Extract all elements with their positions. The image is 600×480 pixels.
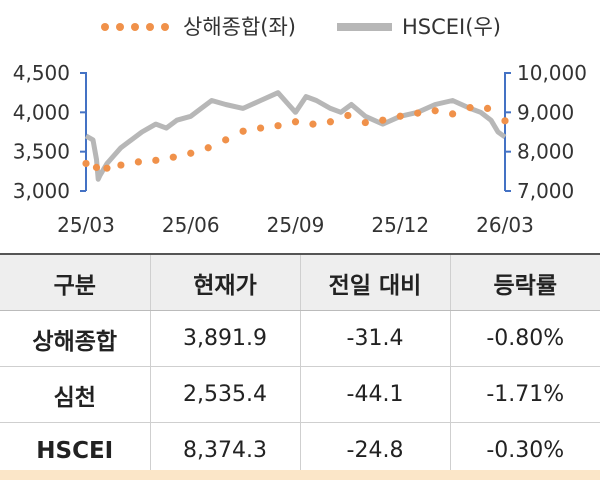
header-category: 구분 [0,253,150,311]
row-price: 2,535.4 [149,366,300,423]
data-point-shanghai [466,104,474,112]
data-point-shanghai [291,118,300,126]
x-tick-label: 25/12 [371,213,429,237]
table-row: 심천 2,535.4 -44.1 -1.71% [0,366,600,423]
row-change-rate: -0.80% [449,310,600,367]
data-point-shanghai [187,149,195,157]
left-tick-label: 4,000 [13,100,70,124]
row-change: -44.1 [299,366,450,423]
row-change-rate: -0.30% [449,422,600,479]
data-point-shanghai [379,116,387,124]
left-axis-ticks: 3,000 3,500 4,000 4,500 [13,61,86,203]
row-price: 3,891.9 [149,310,300,367]
data-point-shanghai [256,124,265,132]
data-point-shanghai [309,120,317,128]
left-tick-label: 3,000 [13,179,70,203]
row-change-rate: -1.71% [449,366,600,423]
data-point-shanghai [169,153,177,161]
header-change: 전일 대비 [299,253,450,311]
data-point-shanghai [92,163,101,171]
legend-dot [161,23,169,31]
row-change: -24.8 [299,422,450,479]
table-row: HSCEI 8,374.3 -24.8 -0.30% [0,422,600,479]
series-line-hscei [84,90,507,182]
table-row: 상해종합 3,891.9 -31.4 -0.80% [0,310,600,367]
data-point-shanghai [274,122,282,130]
data-point-shanghai [82,159,90,168]
data-point-shanghai [361,118,369,127]
data-point-shanghai [204,144,212,152]
right-tick-label: 10,000 [517,61,587,85]
right-tick-label: 8,000 [517,140,574,164]
x-tick-label: 26/03 [476,213,534,237]
data-point-shanghai [326,118,335,126]
data-point-shanghai [414,109,422,117]
x-axis-ticks: 25/03 25/06 25/09 25/12 26/03 [57,213,534,237]
dual-axis-line-chart: 상해종합(좌) HSCEI(우) 3,000 3,500 4,000 4,500 7,… [13,15,587,237]
series-hscei [84,90,507,182]
data-point-shanghai [431,107,439,115]
row-price: 8,374.3 [149,422,300,479]
data-point-shanghai [344,111,352,120]
footer-strip [0,470,600,480]
data-point-shanghai [152,156,160,164]
right-axis-ticks: 7,000 8,000 9,000 10,000 [505,61,587,203]
row-name: 심천 [0,366,150,423]
legend-label-series2: HSCEI(우) [402,15,501,39]
series-shanghai [82,104,509,172]
data-point-shanghai [501,117,509,125]
table-header-row: 구분 현재가 전일 대비 등락률 [0,253,600,311]
legend-marker-series1 [101,23,169,31]
x-tick-label: 25/06 [162,213,220,237]
legend-dot [131,23,139,31]
data-point-shanghai [483,104,492,112]
header-change-rate: 등락률 [449,253,600,311]
legend-dot [116,23,124,31]
right-tick-label: 9,000 [517,100,574,124]
row-name: HSCEI [0,422,150,479]
data-point-shanghai [103,164,111,172]
legend-dot [146,23,154,31]
index-table: 구분 현재가 전일 대비 등락률 상해종합 3,891.9 -31.4 -0.8… [0,253,600,479]
row-change: -31.4 [299,310,450,367]
data-point-shanghai [239,127,247,135]
right-tick-label: 7,000 [517,179,574,203]
legend-label-series1: 상해종합(좌) [183,15,296,39]
data-point-shanghai [134,158,142,166]
chart-legend: 상해종합(좌) HSCEI(우) [101,15,501,39]
data-point-shanghai [117,161,125,169]
data-point-shanghai [396,112,404,120]
data-point-shanghai [222,136,230,144]
data-point-shanghai [449,110,457,118]
left-tick-label: 3,500 [13,140,70,164]
x-tick-label: 25/03 [57,213,115,237]
left-tick-label: 4,500 [13,61,70,85]
x-tick-label: 25/09 [267,213,325,237]
header-price: 현재가 [149,253,300,311]
legend-dot [101,23,109,31]
row-name: 상해종합 [0,310,150,367]
